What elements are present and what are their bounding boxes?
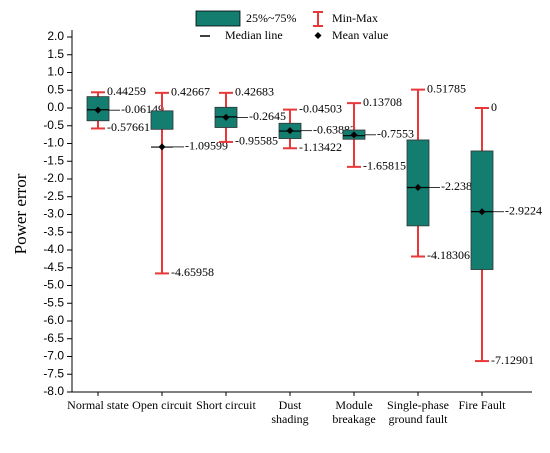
y-tick-label: -4.0: [43, 242, 64, 256]
mean-marker: [350, 131, 358, 139]
min-label: -4.65958: [171, 265, 214, 279]
x-tick-label: Single-phase ground fault: [378, 398, 458, 426]
x-tick-text: Open circuit: [132, 398, 192, 412]
max-label: 0.51785: [427, 81, 466, 95]
mean-label: -2.9224: [505, 203, 542, 217]
y-tick-label: 1.0: [47, 65, 64, 79]
x-tick-label: Normal state: [58, 398, 138, 412]
x-tick-label: Module breakage: [314, 398, 394, 426]
mean-marker: [414, 183, 422, 191]
max-label: 0.13708: [363, 95, 402, 109]
y-tick-label: 2.0: [47, 29, 64, 43]
min-label: -0.57661: [107, 120, 150, 134]
y-axis-label: Power error: [11, 173, 30, 254]
max-label: 0: [491, 100, 497, 114]
y-tick-label: 0.5: [47, 82, 64, 96]
y-tick-label: -1.0: [43, 136, 64, 150]
min-label: -7.12901: [491, 353, 534, 367]
min-label: -0.95585: [235, 134, 278, 148]
legend-label: 25%~75%: [246, 11, 296, 25]
mean-marker: [158, 143, 166, 151]
x-tick-text: Short circuit: [196, 398, 256, 412]
y-tick-label: -0.5: [43, 118, 64, 132]
max-label: 0.44259: [107, 84, 146, 98]
box: [150, 110, 174, 130]
x-tick-label: Open circuit: [122, 398, 202, 412]
legend-label: Min-Max: [332, 11, 378, 25]
y-tick-label: -3.5: [43, 224, 64, 238]
x-tick-label: Fire Fault: [442, 398, 522, 412]
max-label: 0.42667: [171, 85, 210, 99]
y-tick-label: -5.0: [43, 278, 64, 292]
x-tick-text: Normal state: [67, 398, 129, 412]
x-tick-text: Dust shading: [271, 398, 309, 426]
y-tick-label: -2.5: [43, 189, 64, 203]
box: [406, 139, 430, 227]
y-tick-label: -8.0: [43, 384, 64, 398]
y-tick-label: -6.5: [43, 331, 64, 345]
y-tick-label: -5.5: [43, 295, 64, 309]
min-label: -4.18306: [427, 248, 470, 262]
legend-mean-swatch: [314, 32, 322, 39]
legend-range-swatch: [313, 11, 323, 27]
x-tick-label: Dust shading: [250, 398, 330, 426]
mean-label: -1.09599: [185, 139, 228, 153]
mean-label: -0.7553: [377, 127, 414, 141]
mean-marker: [222, 113, 230, 121]
min-label: -1.13422: [299, 140, 342, 154]
y-tick-label: 0.0: [47, 100, 64, 114]
legend-label: Median line: [225, 28, 283, 42]
x-tick-text: Single-phase ground fault: [387, 398, 449, 426]
y-tick-label: -6.0: [43, 313, 64, 327]
y-tick-label: -1.5: [43, 153, 64, 167]
y-tick-label: 1.5: [47, 47, 64, 61]
min-label: -1.65815: [363, 159, 406, 173]
y-tick-label: -4.5: [43, 260, 64, 274]
max-label: 0.42683: [235, 85, 274, 99]
x-tick-label: Short circuit: [186, 398, 266, 412]
mean-marker: [286, 127, 294, 135]
legend-box-swatch: [195, 10, 241, 27]
y-tick-label: -7.5: [43, 366, 64, 380]
y-tick-label: -7.0: [43, 349, 64, 363]
mean-label: -0.2645: [249, 109, 286, 123]
legend-label: Mean value: [332, 28, 388, 42]
max-label: -0.04503: [299, 101, 342, 115]
x-tick-text: Module breakage: [332, 398, 376, 426]
x-tick-text: Fire Fault: [458, 398, 506, 412]
y-tick-label: -3.0: [43, 207, 64, 221]
y-tick-label: -2.0: [43, 171, 64, 185]
mean-marker: [478, 208, 486, 216]
mean-marker: [94, 106, 102, 114]
